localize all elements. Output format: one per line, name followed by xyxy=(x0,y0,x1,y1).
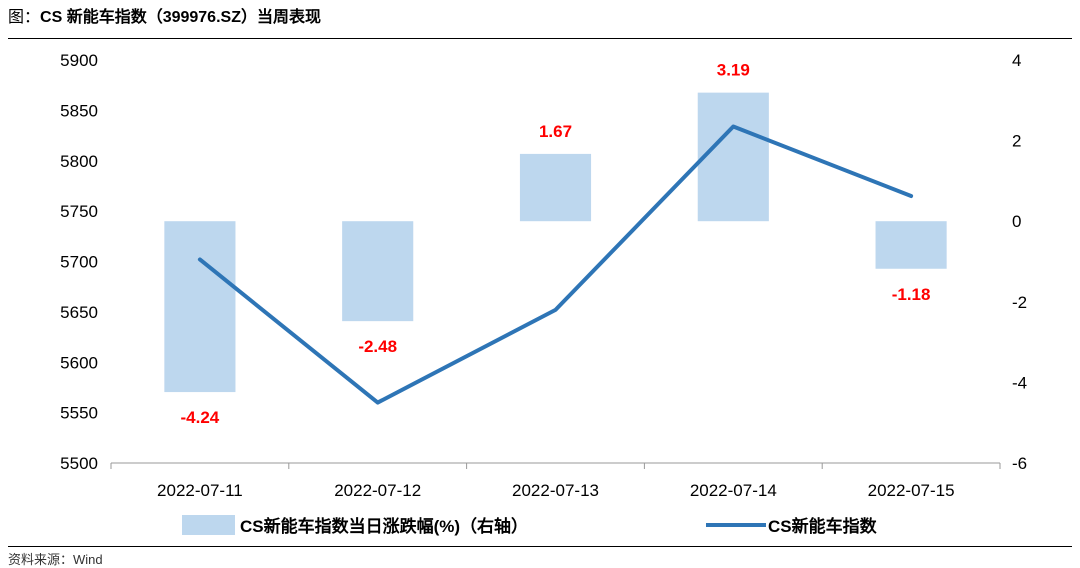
bar xyxy=(164,221,236,393)
x-tick-label: 2022-07-13 xyxy=(512,481,599,500)
legend-line-label: CS新能车指数 xyxy=(768,516,878,536)
right-tick-label: 0 xyxy=(1012,212,1021,231)
right-tick-label: 4 xyxy=(1012,51,1021,70)
legend-bar-swatch xyxy=(182,515,235,535)
right-tick-label: -2 xyxy=(1012,293,1027,312)
x-tick-label: 2022-07-14 xyxy=(690,481,777,500)
right-tick-label: -4 xyxy=(1012,373,1027,392)
bar-data-label: 1.67 xyxy=(539,122,572,141)
x-tick-label: 2022-07-11 xyxy=(157,481,243,500)
left-tick-label: 5900 xyxy=(60,51,98,70)
x-tick-label: 2022-07-15 xyxy=(868,481,955,500)
bottom-divider xyxy=(8,546,1072,547)
x-tick-label: 2022-07-12 xyxy=(334,481,421,500)
chart-title: 图：CS 新能车指数（399976.SZ）当周表现 xyxy=(8,4,1072,34)
left-tick-label: 5650 xyxy=(60,303,98,322)
index-line xyxy=(197,124,914,405)
legend: CS新能车指数当日涨跌幅(%)（右轴） CS新能车指数 xyxy=(182,515,878,536)
left-tick-label: 5550 xyxy=(60,404,98,423)
bar xyxy=(875,221,947,269)
bar-data-label: 3.19 xyxy=(717,61,750,80)
bar-data-label: -4.24 xyxy=(181,408,220,427)
left-tick-label: 5750 xyxy=(60,202,98,221)
axis-layer: 2022-07-11 2022-07-12 2022-07-13 2022-07-14… xyxy=(60,51,1027,500)
left-tick-label: 5800 xyxy=(60,152,98,171)
legend-bar-label: CS新能车指数当日涨跌幅(%)（右轴） xyxy=(240,516,528,536)
top-divider xyxy=(8,38,1072,39)
bar-data-label: -2.48 xyxy=(358,337,397,356)
bars-layer xyxy=(164,92,947,393)
line-layer xyxy=(197,124,914,405)
bar xyxy=(697,92,769,222)
left-tick-label: 5700 xyxy=(60,253,98,272)
title-text: CS 新能车指数（399976.SZ）当周表现 xyxy=(40,9,321,26)
bar xyxy=(342,221,414,322)
left-tick-label: 5600 xyxy=(60,353,98,372)
source-note: 资料来源：Wind xyxy=(8,552,103,567)
title-prefix: 图： xyxy=(8,9,41,26)
right-tick-label: 2 xyxy=(1012,132,1021,151)
labels-layer: -4.24 -2.48 1.67 3.19 -1.18 xyxy=(181,61,931,427)
bar-data-label: -1.18 xyxy=(892,285,931,304)
left-tick-label: 5500 xyxy=(60,454,98,473)
right-tick-label: -6 xyxy=(1012,454,1027,473)
left-tick-label: 5850 xyxy=(60,101,98,120)
bar xyxy=(519,153,592,222)
